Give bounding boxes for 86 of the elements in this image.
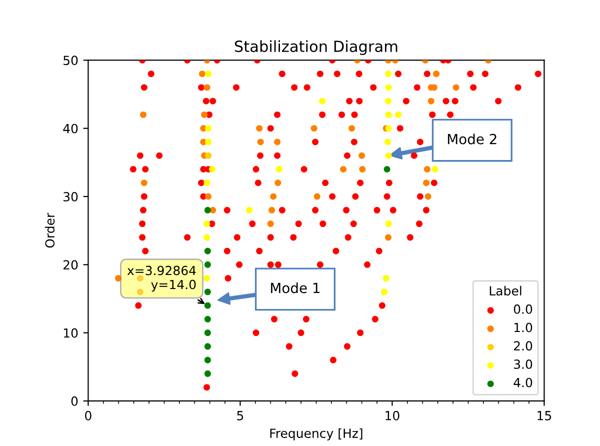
point: [395, 111, 402, 118]
point: [384, 138, 391, 146]
legend-label: 1.0: [514, 322, 532, 332]
point: [204, 288, 211, 296]
point: [384, 166, 390, 173]
point: [257, 138, 264, 146]
x-tick-label: 15: [538, 411, 552, 420]
point: [204, 275, 210, 282]
annotation: x=3.92864 y=14.0: [127, 266, 196, 292]
point: [204, 343, 211, 350]
y-tick-label: 10: [64, 328, 78, 338]
y-tick-label: 30: [64, 192, 78, 202]
point: [384, 98, 392, 104]
legend-title: Label: [490, 286, 522, 296]
point: [385, 125, 392, 132]
point: [204, 248, 211, 254]
point: [204, 220, 210, 228]
point: [424, 166, 430, 173]
legend-label: 0.0: [514, 304, 532, 314]
point: [382, 275, 390, 282]
legend-label: 3.0: [514, 359, 532, 369]
point: [201, 111, 208, 118]
point: [205, 70, 212, 78]
point: [319, 98, 326, 104]
point: [246, 206, 253, 214]
point: [385, 220, 392, 228]
point: [204, 206, 211, 214]
point: [115, 275, 122, 282]
point: [208, 166, 216, 173]
point: [452, 84, 460, 91]
y-tick-label: 40: [63, 124, 78, 134]
y-axis-title: Order: [44, 212, 55, 248]
x-tick-label: 0: [85, 410, 92, 420]
point: [359, 166, 366, 173]
point: [385, 84, 392, 91]
point: [385, 152, 392, 159]
point: [204, 261, 211, 268]
point: [136, 275, 144, 282]
point: [385, 111, 392, 118]
point: [340, 166, 347, 173]
point: [384, 234, 392, 241]
point: [140, 180, 148, 186]
point: [274, 138, 281, 146]
point: [384, 70, 392, 78]
legend-label: 4.0: [514, 378, 532, 388]
chart-title: Stabilization Diagram: [234, 40, 398, 56]
point: [205, 152, 212, 159]
point: [270, 193, 277, 200]
legend-label: 2.0: [514, 341, 532, 351]
point: [205, 138, 212, 146]
point: [256, 125, 263, 132]
y-tick-label: 50: [64, 56, 78, 66]
point: [358, 152, 366, 159]
x-tick-label: 5: [237, 411, 244, 420]
annotation: Mode 1: [271, 282, 320, 294]
point: [276, 166, 282, 173]
point: [204, 356, 211, 364]
point: [274, 180, 282, 186]
point: [314, 193, 320, 200]
point: [428, 98, 434, 104]
point: [432, 166, 438, 173]
point: [204, 84, 210, 91]
point: [136, 288, 144, 296]
point: [422, 180, 430, 186]
x-tick-label: 10: [386, 410, 400, 420]
point: [204, 234, 210, 241]
x-axis-title: Frequency [Hz]: [270, 428, 362, 440]
point: [348, 125, 356, 132]
point: [424, 193, 432, 200]
point: [204, 302, 211, 309]
point: [204, 330, 211, 336]
point: [204, 180, 210, 186]
point: [267, 220, 274, 228]
point: [381, 288, 388, 296]
y-tick-label: 0: [71, 396, 78, 406]
point: [140, 111, 146, 118]
point: [204, 316, 211, 322]
point: [310, 125, 318, 132]
annotation: Mode 2: [448, 134, 496, 144]
point: [205, 125, 212, 132]
point: [198, 70, 206, 78]
point: [204, 370, 211, 377]
point: [433, 70, 440, 78]
point: [268, 206, 276, 214]
point: [205, 193, 212, 200]
y-tick-label: 20: [63, 260, 78, 270]
